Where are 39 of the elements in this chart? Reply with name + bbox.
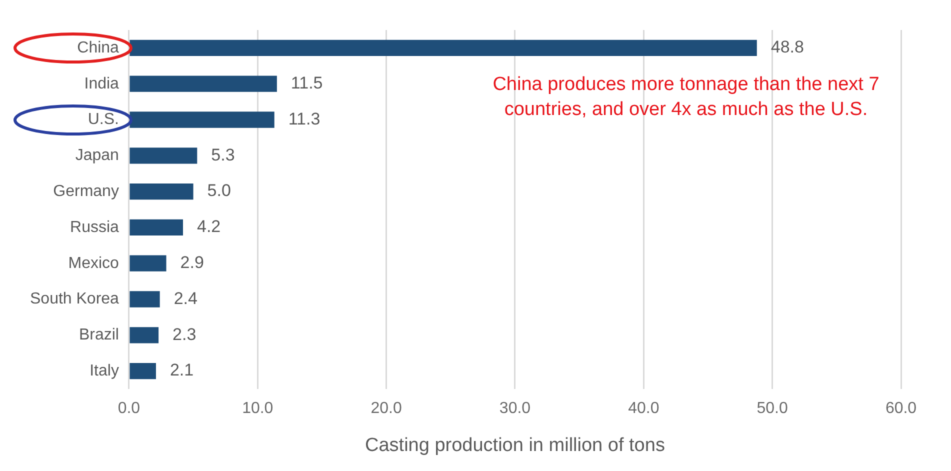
data-label: 48.8 (770, 38, 804, 57)
bar (130, 76, 277, 92)
y-tick-label: South Korea (30, 290, 120, 308)
bar (130, 40, 757, 56)
bar (130, 291, 160, 308)
x-tick-label: 60.0 (885, 400, 917, 418)
x-tick-label: 40.0 (628, 400, 660, 418)
bar (130, 112, 274, 128)
x-tick-label: 30.0 (499, 400, 531, 418)
y-tick-label: Mexico (68, 254, 120, 272)
x-tick-label: 10.0 (242, 400, 274, 418)
data-label: 11.3 (288, 109, 320, 128)
bar (130, 219, 183, 236)
data-label: 2.9 (180, 253, 204, 272)
y-tick-label: U.S. (88, 111, 119, 128)
data-label: 4.2 (196, 217, 221, 236)
y-tick-label: Russia (70, 218, 120, 236)
data-label: 5.3 (211, 145, 235, 164)
data-label: 5.0 (207, 181, 231, 200)
bar (130, 148, 198, 164)
x-tick-label: 50.0 (756, 400, 788, 418)
x-axis-title: Casting production in million of tons (365, 434, 665, 456)
bar (130, 183, 194, 200)
bar (130, 327, 159, 344)
bar (130, 362, 156, 380)
x-tick-label: 20.0 (370, 400, 402, 418)
y-tick-label: China (77, 39, 120, 56)
y-tick-label: Brazil (78, 326, 119, 344)
data-label: 2.4 (174, 288, 198, 308)
annotation: China produces more tonnage than the next 7 countries, and over 4x as much as the U.S. (492, 72, 880, 122)
data-label: 2.1 (170, 360, 194, 380)
y-tick-label: Italy (90, 362, 119, 380)
data-label: 2.3 (172, 324, 196, 344)
bar (130, 255, 166, 272)
y-tick-label: Japan (75, 147, 119, 164)
x-tick-label: 0.0 (118, 400, 140, 418)
y-tick-label: Germany (53, 182, 119, 200)
data-label: 11.5 (290, 74, 323, 93)
y-tick-label: India (84, 75, 120, 92)
